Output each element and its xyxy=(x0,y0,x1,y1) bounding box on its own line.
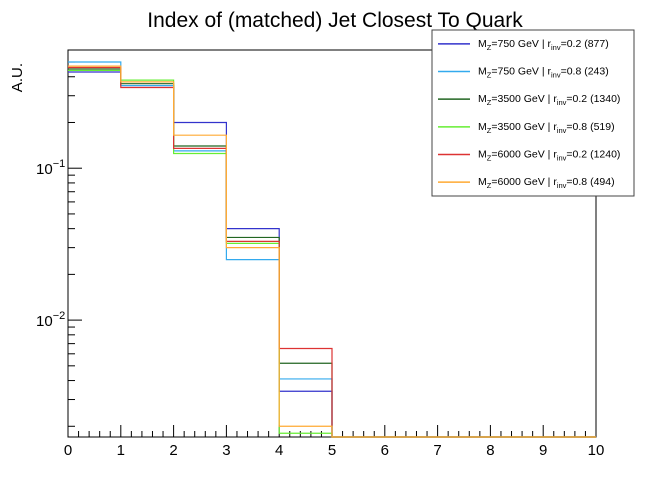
histogram-series xyxy=(68,61,596,438)
y-tick-label: 10−1 xyxy=(36,158,65,178)
legend-entry: MZ=3500 GeV | rinv=0.2 (1340) xyxy=(478,93,620,107)
x-tick-label: 1 xyxy=(117,442,125,459)
x-axis: 0 1 2 3 4 5 6 7 8 9 10 xyxy=(64,425,605,459)
x-tick-label: 5 xyxy=(328,442,336,459)
x-tick-label: 0 xyxy=(64,442,72,459)
legend-box xyxy=(431,29,635,197)
y-axis-label: A.U. xyxy=(9,63,26,92)
x-tick-label: 10 xyxy=(588,442,605,459)
histogram-series-6 xyxy=(68,65,596,438)
x-tick-label: 4 xyxy=(275,442,283,459)
x-tick-label: 8 xyxy=(486,442,494,459)
x-tick-label: 7 xyxy=(433,442,441,459)
legend-entry: MZ=750 GeV | rinv=0.8 (243) xyxy=(478,66,609,80)
legend-entry: MZ=3500 GeV | rinv=0.8 (519) xyxy=(478,121,615,135)
x-tick-label: 2 xyxy=(169,442,177,459)
x-tick-label: 6 xyxy=(381,442,389,459)
chart-title: Index of (matched) Jet Closest To Quark xyxy=(147,9,523,32)
legend: MZ=750 GeV | rinv=0.2 (877) MZ=750 GeV | … xyxy=(431,29,635,197)
legend-entry: MZ=6000 GeV | rinv=0.8 (494) xyxy=(478,176,615,190)
legend-entry: MZ=6000 GeV | rinv=0.2 (1240) xyxy=(478,149,620,163)
x-tick-label: 3 xyxy=(222,442,230,459)
y-tick-label: 10−2 xyxy=(36,310,65,330)
legend-entry: MZ=750 GeV | rinv=0.2 (877) xyxy=(478,38,609,52)
y-axis: 10−1 10−2 xyxy=(36,61,82,427)
x-tick-label: 9 xyxy=(539,442,547,459)
